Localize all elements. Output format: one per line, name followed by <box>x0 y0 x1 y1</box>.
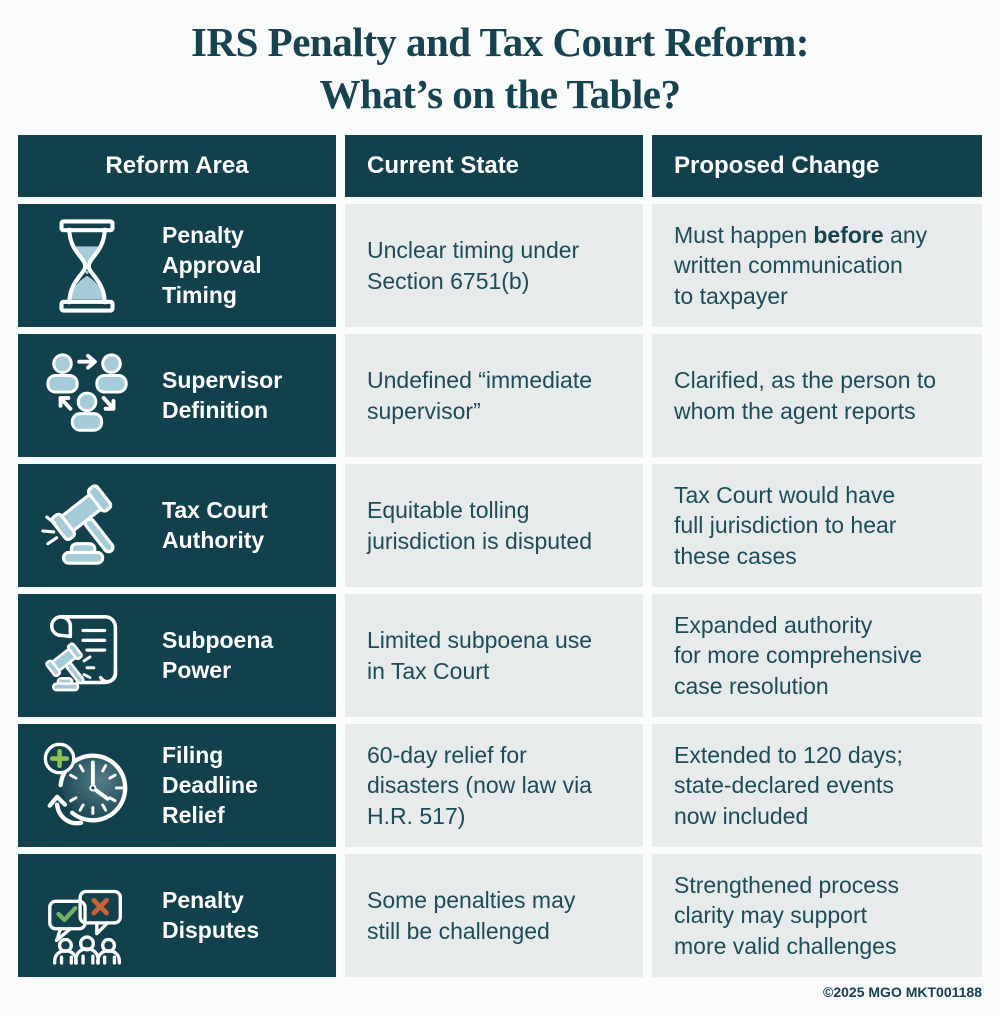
reform-area-label: Penalty Approval Timing <box>162 221 262 308</box>
reform-area-cell: Supervisor Definition <box>18 334 336 458</box>
table-row: Tax Court Authority Equitable tolling ju… <box>18 464 982 588</box>
current-state-cell: Equitable tolling jurisdiction is disput… <box>345 464 643 588</box>
table-row: Supervisor Definition Undefined “immedia… <box>18 334 982 458</box>
reform-area-label: Tax Court Authority <box>162 496 268 553</box>
current-state-cell: 60-day relief for disasters (now law via… <box>345 724 643 848</box>
reform-area-label: Penalty Disputes <box>162 886 260 943</box>
reform-area-label: Supervisor Definition <box>162 366 283 423</box>
proposed-change-cell: Must happen before any written communica… <box>652 204 982 328</box>
reform-area-label: Subpoena Power <box>162 626 274 683</box>
proposed-change-cell: Tax Court would have full jurisdiction t… <box>652 464 982 588</box>
table-row: Subpoena Power Limited subpoena use in T… <box>18 594 982 718</box>
reform-area-cell: Penalty Disputes <box>18 854 336 978</box>
page-title: IRS Penalty and Tax Court Reform: What’s… <box>0 16 1000 120</box>
reform-area-cell: Tax Court Authority <box>18 464 336 588</box>
proposed-change-cell: Extended to 120 days; state-declared eve… <box>652 724 982 848</box>
dispute-bubbles-icon <box>38 867 136 965</box>
clock-extension-icon <box>38 737 136 835</box>
reform-area-cell: Filing Deadline Relief <box>18 724 336 848</box>
header-proposed-change: Proposed Change <box>652 135 982 198</box>
proposed-change-cell: Strengthened process clarity may support… <box>652 854 982 978</box>
page-title-line-2: What’s on the Table? <box>319 71 681 118</box>
proposed-change-text: Must happen before any written communica… <box>674 222 928 309</box>
subpoena-scroll-icon-svg <box>38 607 136 705</box>
gavel-icon <box>38 477 136 575</box>
reform-area-cell: Penalty Approval Timing <box>18 204 336 328</box>
current-state-cell: Some penalties may still be challenged <box>345 854 643 978</box>
table-row: Filing Deadline Relief 60-day relief for… <box>18 724 982 848</box>
current-state-cell: Limited subpoena use in Tax Court <box>345 594 643 718</box>
table-row: Penalty Approval Timing Unclear timing u… <box>18 204 982 328</box>
proposed-change-cell: Expanded authority for more comprehensiv… <box>652 594 982 718</box>
proposed-change-cell: Clarified, as the person to whom the age… <box>652 334 982 458</box>
table-row: Penalty Disputes Some penalties may stil… <box>18 854 982 978</box>
current-state-cell: Undefined “immediate supervisor” <box>345 334 643 458</box>
page-title-line-1: IRS Penalty and Tax Court Reform: <box>191 19 809 65</box>
hourglass-icon <box>38 217 136 315</box>
supervisors-icon <box>38 347 136 445</box>
reform-area-label: Filing Deadline Relief <box>162 741 258 828</box>
table-header-row: Reform Area Current State Proposed Chang… <box>18 135 982 198</box>
subpoena-scroll-icon: Subpoena Power <box>18 594 336 718</box>
header-reform-area: Reform Area <box>18 135 336 198</box>
header-current-state: Current State <box>345 135 643 198</box>
reform-table: Reform Area Current State Proposed Chang… <box>18 135 982 978</box>
current-state-cell: Unclear timing under Section 6751(b) <box>345 204 643 328</box>
copyright-credit: ©2025 MGO MKT001188 <box>823 984 982 1001</box>
